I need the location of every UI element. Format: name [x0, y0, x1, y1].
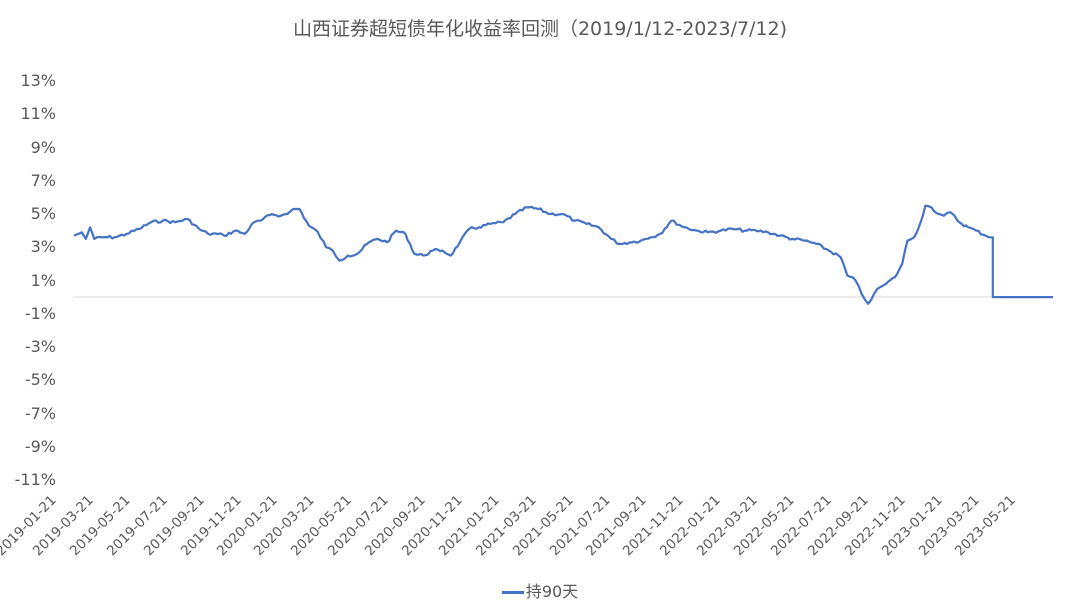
- y-tick-label: -9%: [24, 436, 56, 456]
- y-tick-label: -5%: [24, 370, 56, 390]
- y-tick-label: -7%: [24, 403, 56, 423]
- y-tick-label: 11%: [20, 104, 56, 124]
- y-tick-label: 3%: [30, 237, 56, 257]
- y-tick-label: -1%: [24, 303, 56, 323]
- y-tick-label: -3%: [24, 337, 56, 356]
- legend-label: 持90天: [525, 582, 579, 601]
- y-tick-label: -11%: [14, 470, 56, 489]
- series-line-hold-90-days: [73, 204, 1053, 305]
- legend-line-icon: [501, 591, 524, 594]
- y-tick-label: 7%: [30, 170, 56, 190]
- chart-title: 山西证券超短债年化收益率回测（2019/1/12-2023/7/12): [292, 18, 788, 40]
- legend: 持90天: [0, 578, 1080, 602]
- y-tick-label: 5%: [30, 204, 56, 223]
- y-tick-label: 1%: [30, 270, 56, 290]
- y-tick-label: 13%: [20, 71, 56, 90]
- y-tick-label: 9%: [30, 137, 56, 157]
